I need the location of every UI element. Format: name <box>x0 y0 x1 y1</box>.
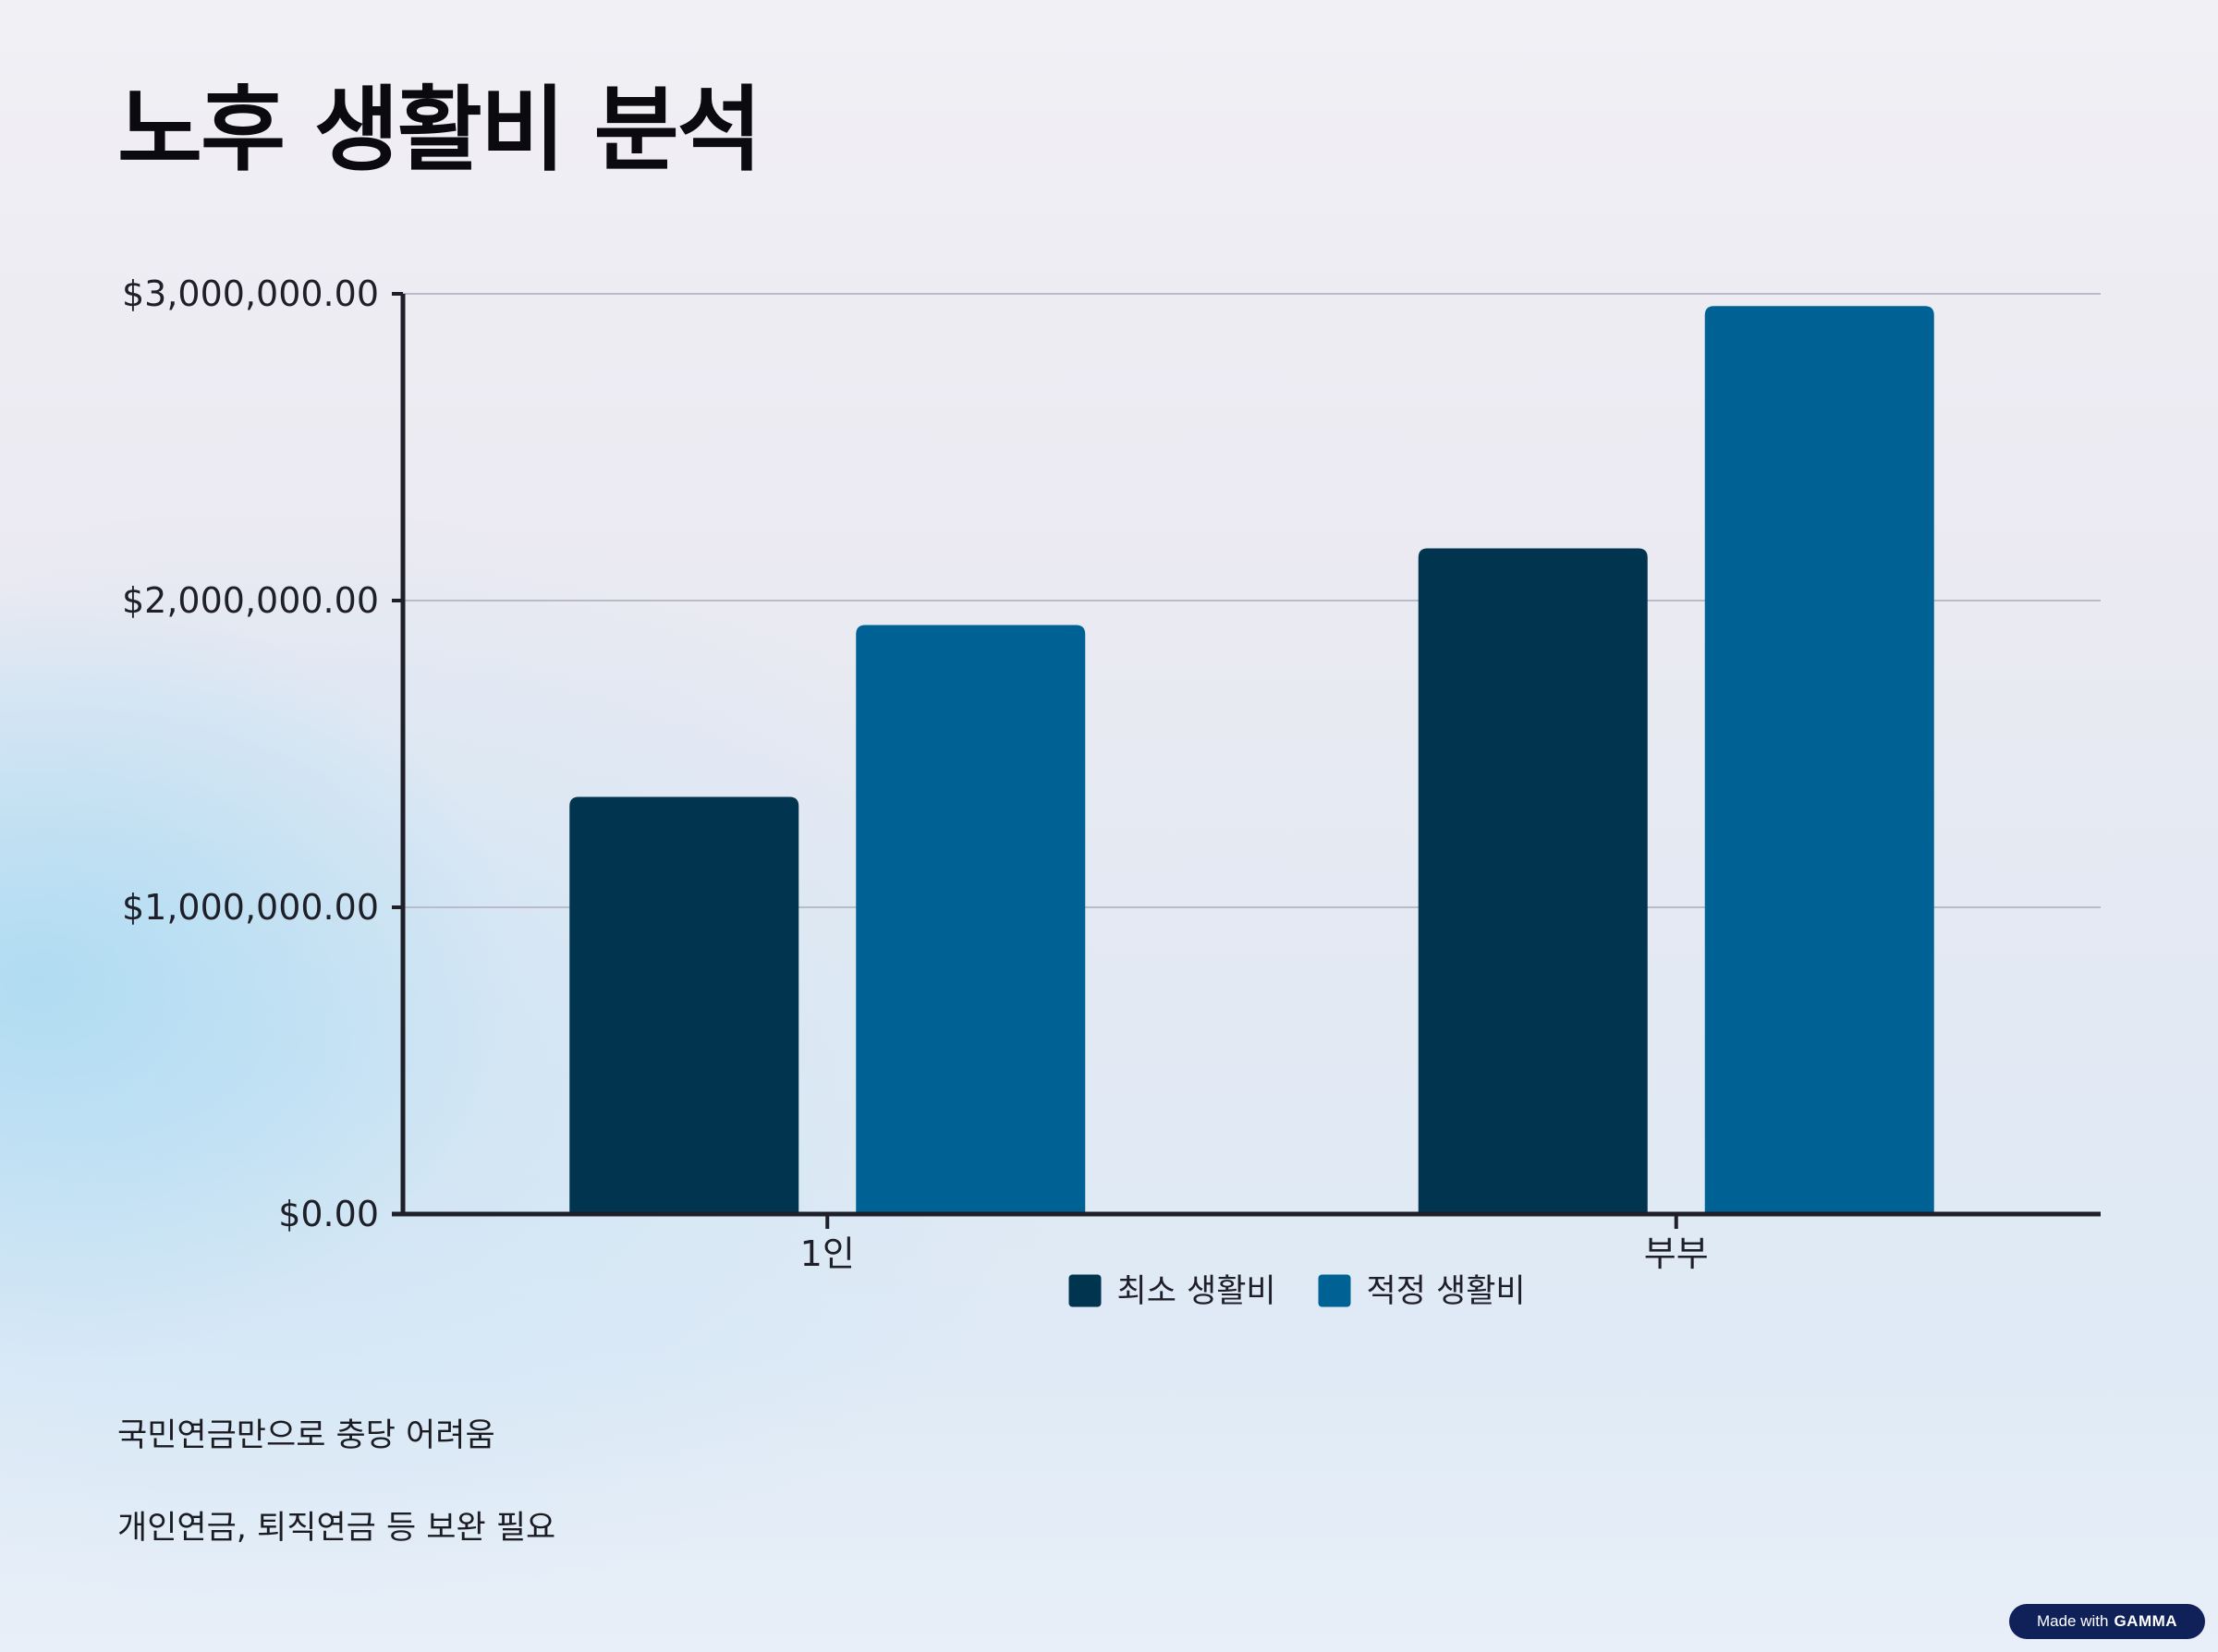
y-tick-label: $1,000,000.00 <box>122 887 379 928</box>
x-tick-label: 1인 <box>800 1233 855 1274</box>
legend-label: 최소 생활비 <box>1117 1273 1276 1310</box>
bar-chart: $0.00 $1,000,000.00 $2,000,000.00 $3,000,00… <box>122 273 2101 1310</box>
note-item: 개인연금, 퇴직연금 등 보완 필요 <box>117 1510 556 1547</box>
bar-adequate-2 <box>1704 306 1934 1214</box>
badge-prefix: Made with <box>2036 1612 2109 1630</box>
legend-label: 적정 생활비 <box>1367 1273 1526 1310</box>
y-tick-label: $2,000,000.00 <box>122 580 379 621</box>
notes: 국민연금만으로 충당 어려움 개인연금, 퇴직연금 등 보완 필요 <box>117 1415 555 1600</box>
bar-minimum-1 <box>569 796 799 1214</box>
gamma-logo: GAMMA <box>2114 1612 2178 1630</box>
y-tick-label: $3,000,000.00 <box>122 273 379 314</box>
x-tick-label: 부부 <box>1644 1233 1709 1274</box>
y-tick-label: $0.00 <box>278 1194 379 1234</box>
bar-adequate-1 <box>856 625 1086 1214</box>
page-title: 노후 생활비 분석 <box>117 76 762 184</box>
legend-swatch <box>1318 1274 1351 1307</box>
made-with-gamma-badge[interactable]: Made with GAMMA <box>2009 1604 2205 1639</box>
legend-swatch <box>1068 1274 1102 1307</box>
note-item: 국민연금만으로 충당 어려움 <box>117 1417 495 1454</box>
bar-minimum-2 <box>1418 548 1648 1214</box>
